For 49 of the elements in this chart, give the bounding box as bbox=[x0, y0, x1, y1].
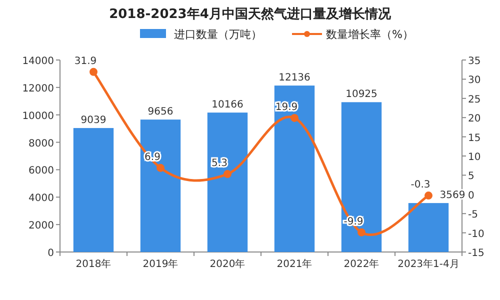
data-label: 9656 bbox=[148, 106, 174, 118]
y2-tick-label: 0 bbox=[468, 190, 474, 202]
point bbox=[290, 114, 298, 122]
y2-tick-label: 25 bbox=[468, 94, 481, 106]
y-tick-label: 14000 bbox=[22, 56, 54, 67]
point bbox=[224, 170, 232, 178]
x-tick-label: 2018年 bbox=[76, 258, 112, 270]
bar bbox=[408, 203, 449, 252]
y2-tick-label: 15 bbox=[468, 132, 481, 144]
y2-tick-label: -15 bbox=[468, 248, 484, 259]
y2-tick-label: 35 bbox=[468, 56, 481, 67]
y2-tick-label: 30 bbox=[468, 75, 481, 86]
y-tick-label: 2000 bbox=[28, 220, 54, 232]
y2-tick-label: 20 bbox=[468, 114, 481, 125]
chart-title: 2018-2023年4月中国天然气进口量及增长情况 bbox=[109, 7, 392, 22]
y-tick-label: 12000 bbox=[22, 83, 54, 94]
data-label: 9039 bbox=[80, 115, 106, 126]
data-label: 5.3 bbox=[212, 158, 228, 170]
data-label: 12136 bbox=[278, 72, 310, 84]
bar bbox=[207, 112, 248, 252]
point bbox=[156, 164, 164, 172]
data-label: 31.9 bbox=[74, 56, 97, 67]
point bbox=[90, 68, 98, 76]
bar bbox=[140, 120, 181, 252]
x-tick-label: 2020年 bbox=[210, 258, 246, 270]
y-tick-label: 10000 bbox=[22, 110, 54, 122]
legend-label: 进口数量（万吨） bbox=[174, 28, 262, 41]
legend-label: 数量增长率（%） bbox=[326, 28, 414, 41]
x-tick-label: 2019年 bbox=[142, 258, 178, 270]
y-tick-label: 6000 bbox=[28, 166, 54, 177]
data-label: -0.3 bbox=[410, 180, 430, 191]
bar bbox=[274, 86, 315, 252]
bar bbox=[73, 128, 114, 252]
data-label: 10166 bbox=[212, 100, 244, 111]
x-tick-label: 2023年1-4月 bbox=[398, 258, 460, 270]
x-tick-label: 2022年 bbox=[344, 258, 380, 270]
y2-tick-label: -5 bbox=[468, 210, 478, 221]
bar bbox=[341, 102, 382, 252]
point bbox=[358, 228, 366, 236]
y-tick-label: 4000 bbox=[28, 193, 54, 204]
y2-tick-label: 5 bbox=[468, 171, 474, 182]
data-label: 10925 bbox=[346, 89, 378, 100]
y-tick-label: 0 bbox=[48, 248, 54, 259]
point bbox=[424, 192, 432, 200]
y2-tick-label: 10 bbox=[468, 152, 481, 163]
data-label: 19.9 bbox=[275, 102, 298, 113]
x-tick-label: 2021年 bbox=[276, 258, 312, 270]
y-tick-label: 8000 bbox=[28, 138, 54, 150]
y2-tick-label: -10 bbox=[468, 228, 484, 240]
